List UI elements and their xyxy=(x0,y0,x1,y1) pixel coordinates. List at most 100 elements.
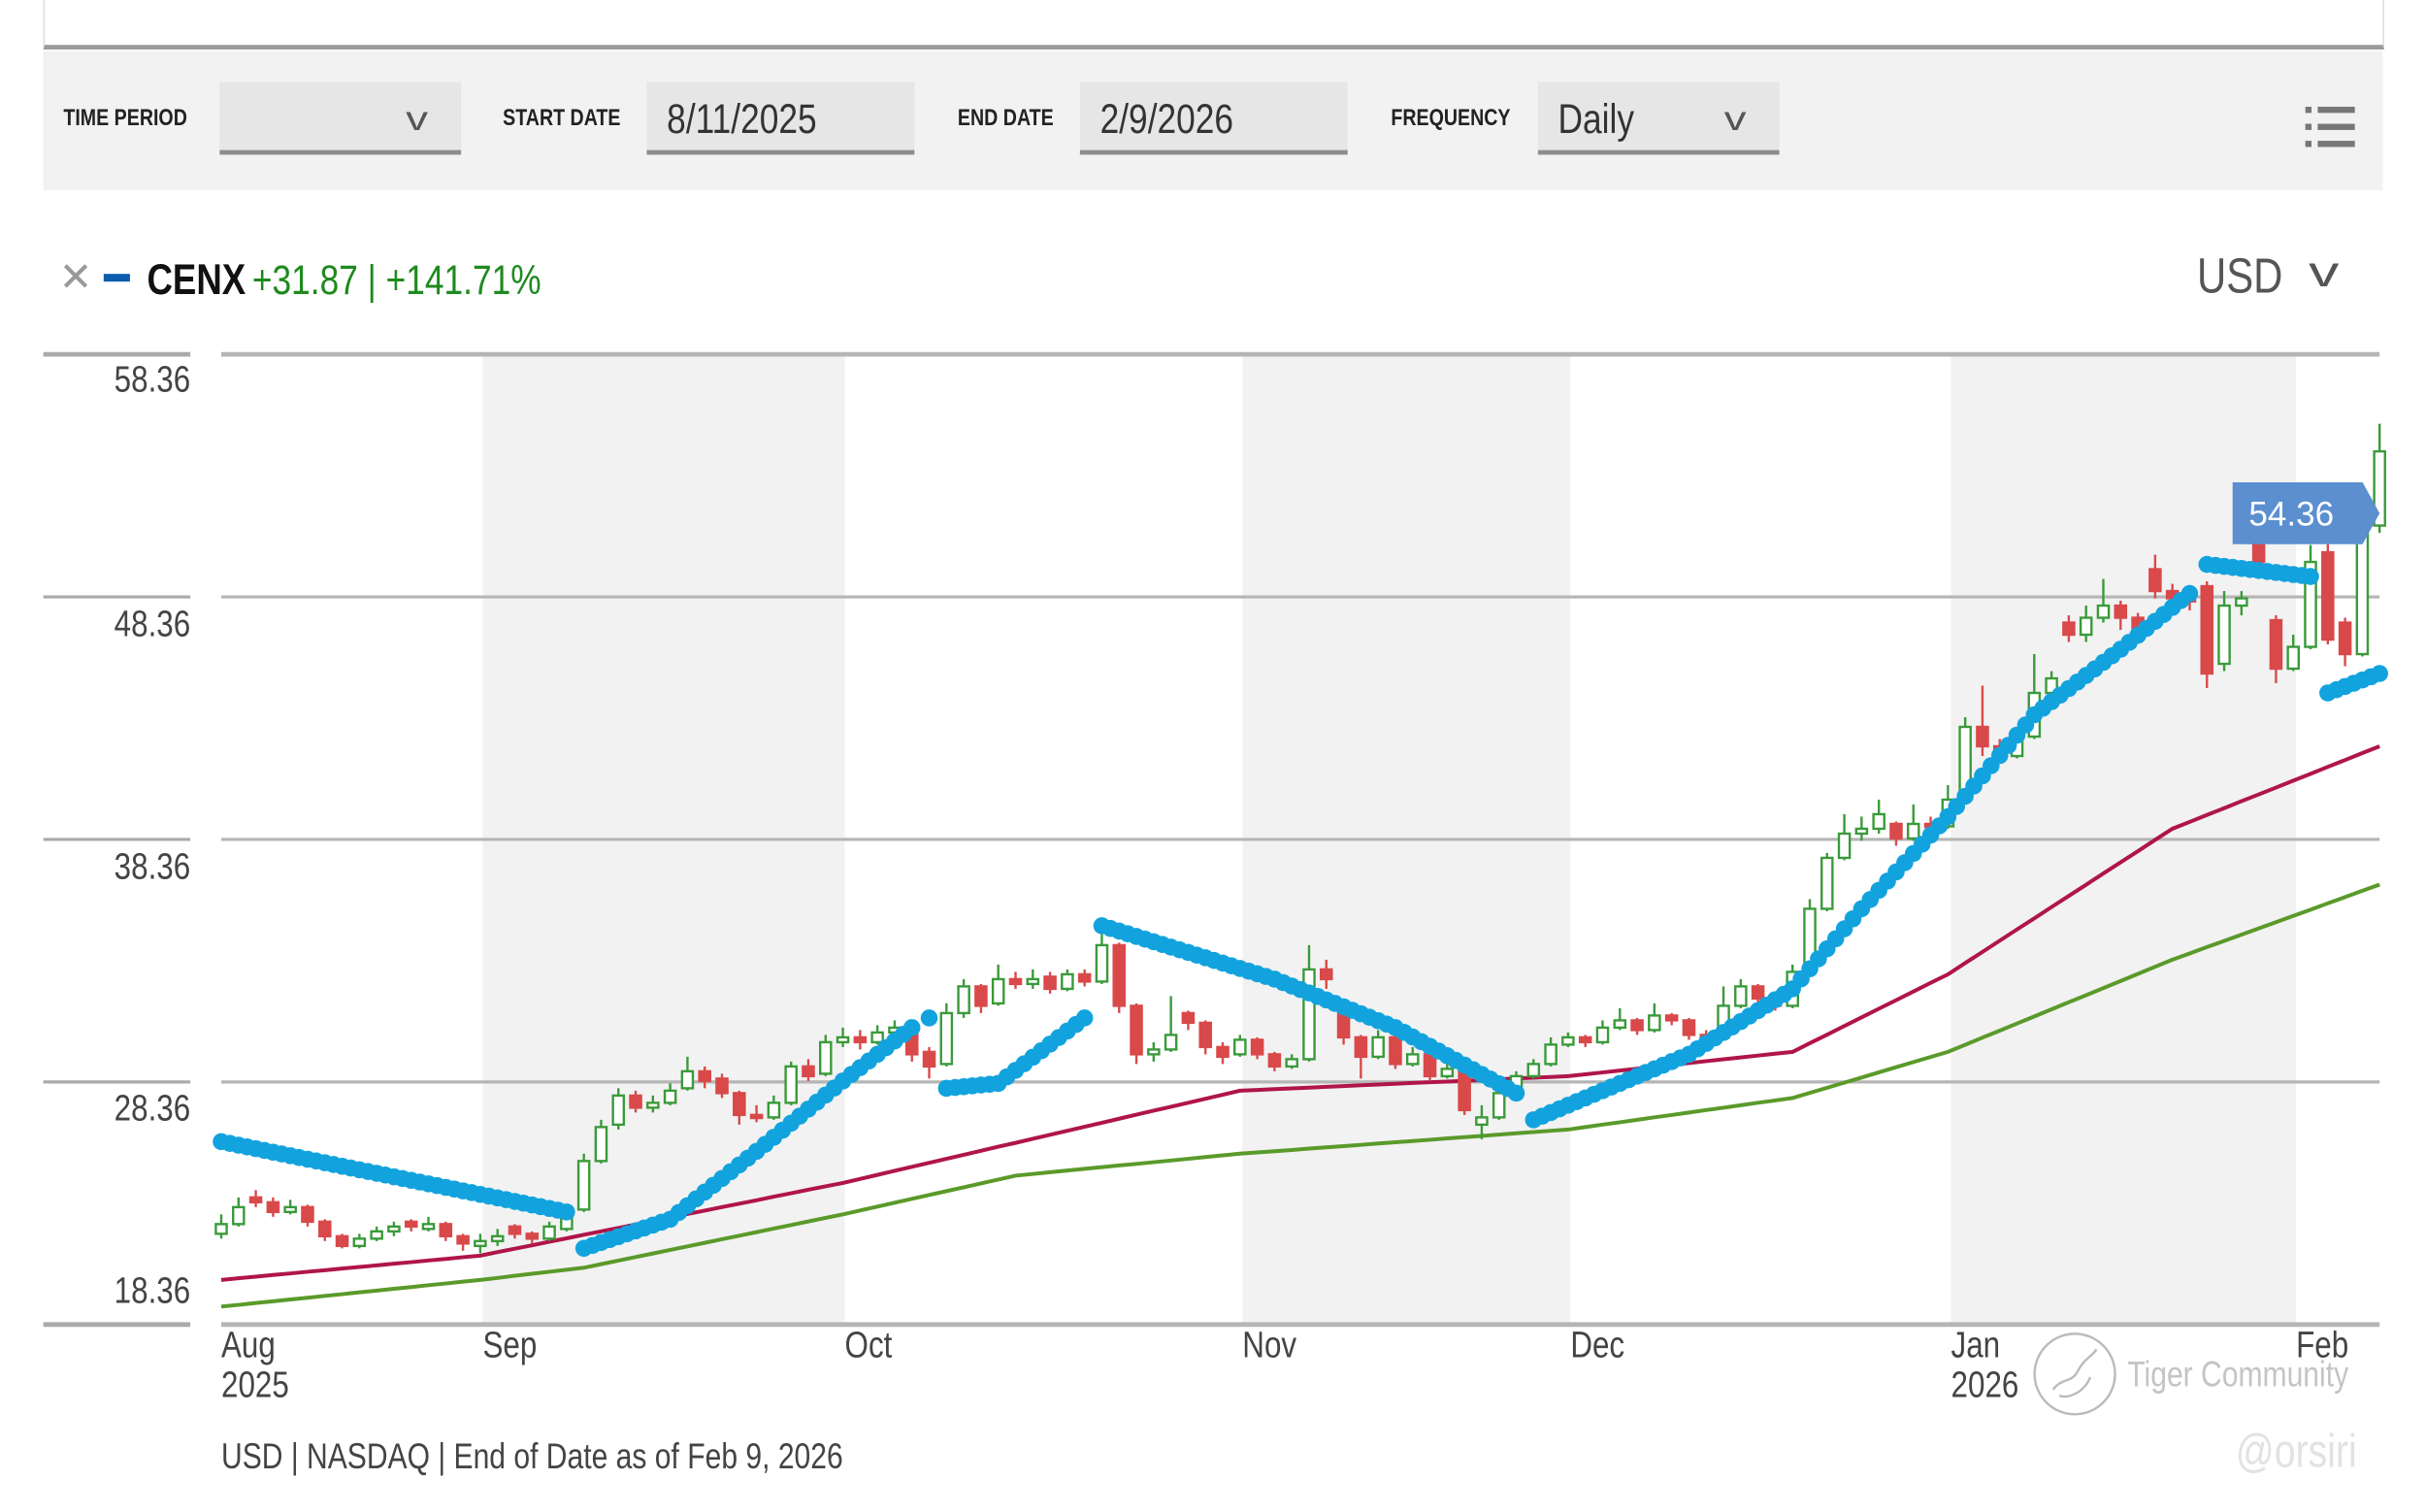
candle xyxy=(1130,1003,1143,1065)
list-icon[interactable] xyxy=(2305,105,2355,148)
candle-body xyxy=(301,1205,314,1224)
candle xyxy=(1285,1054,1298,1069)
x-tick-label: Jan 2026 xyxy=(1951,1324,2019,1407)
candle-body xyxy=(232,1205,246,1226)
candle xyxy=(1889,821,1903,846)
close-icon[interactable]: ✕ xyxy=(58,253,93,301)
candle xyxy=(1077,969,1092,987)
candle-body xyxy=(1061,972,1074,991)
moving-average-short-line xyxy=(220,744,2380,1282)
candle-body xyxy=(1889,822,1903,840)
candle-body xyxy=(1475,1116,1489,1127)
candle xyxy=(1630,1017,1644,1035)
candle-body xyxy=(957,985,970,1015)
candle-body xyxy=(2269,618,2283,671)
candle-body xyxy=(439,1223,453,1238)
candle xyxy=(2062,615,2076,642)
sar-dot xyxy=(2371,665,2388,682)
candle xyxy=(629,1090,642,1113)
start-date-input[interactable]: 8/11/2025 xyxy=(646,82,915,155)
candle xyxy=(266,1197,280,1217)
candle-body xyxy=(1147,1048,1161,1056)
candle-body xyxy=(1077,972,1092,983)
candle xyxy=(404,1219,418,1232)
x-tick-label: Feb xyxy=(2296,1324,2349,1366)
candle-body xyxy=(1648,1014,1661,1032)
candle-body xyxy=(1595,1026,1610,1044)
candle xyxy=(1008,971,1023,989)
candle-body xyxy=(2096,604,2111,619)
candle xyxy=(542,1221,556,1241)
candle xyxy=(1233,1035,1247,1057)
candle-body xyxy=(1664,1014,1679,1022)
candle xyxy=(2373,423,2386,534)
end-date-input[interactable]: 2/9/2026 xyxy=(1079,82,1348,155)
candle xyxy=(2235,591,2248,616)
candle-body xyxy=(576,1160,591,1211)
candle-body xyxy=(853,1035,868,1044)
candle xyxy=(1578,1035,1592,1047)
candle-body xyxy=(939,1011,954,1066)
candle xyxy=(939,1003,954,1067)
time-period-select[interactable]: v xyxy=(219,82,462,155)
frequency-value: Daily xyxy=(1557,95,1635,143)
candle-body xyxy=(1578,1035,1592,1044)
candle xyxy=(870,1025,884,1045)
candle xyxy=(525,1231,540,1244)
candle-body xyxy=(1854,827,1869,836)
candle-body xyxy=(2148,568,2162,593)
candle xyxy=(646,1095,660,1113)
candle xyxy=(439,1221,453,1241)
candle xyxy=(611,1088,626,1130)
price-change: +31.87 | +141.71% xyxy=(251,256,541,304)
candle xyxy=(1734,978,1748,1008)
candle-body xyxy=(1526,1063,1541,1078)
candle-body xyxy=(1440,1068,1455,1078)
candle xyxy=(1820,852,1834,911)
candle-body xyxy=(1267,1053,1282,1068)
candle xyxy=(1682,1017,1696,1040)
currency-select[interactable]: USD xyxy=(2197,247,2283,304)
candle-body xyxy=(2338,621,2352,656)
end-date-value: 2/9/2026 xyxy=(1099,95,1234,143)
candle-body xyxy=(1250,1038,1264,1056)
chevron-down-icon[interactable]: v xyxy=(2309,247,2340,296)
last-price-tag xyxy=(2232,481,2380,544)
sar-dot xyxy=(920,1009,938,1027)
candle xyxy=(1526,1059,1541,1079)
candle-body xyxy=(1561,1035,1575,1046)
candle xyxy=(733,1090,746,1125)
frequency-select[interactable]: Daily v xyxy=(1537,82,1780,155)
candle xyxy=(1267,1051,1282,1071)
candle-body xyxy=(335,1234,349,1248)
candle xyxy=(1405,1046,1420,1067)
candle xyxy=(1320,959,1333,989)
candle-body xyxy=(1164,1034,1178,1051)
watermark-brand: Tiger Community xyxy=(2127,1354,2349,1395)
candle-body xyxy=(1320,968,1333,981)
candle-body xyxy=(2235,597,2248,608)
candle-body xyxy=(922,1050,936,1068)
candle-body xyxy=(1906,822,1920,840)
x-tick-label: Nov xyxy=(1242,1324,1297,1366)
candle xyxy=(1544,1036,1557,1067)
candle xyxy=(1112,942,1127,1013)
sar-dot xyxy=(2302,568,2319,585)
candle-body xyxy=(1198,1021,1213,1049)
candle xyxy=(232,1197,246,1227)
candle-body xyxy=(1181,1011,1196,1025)
candle-body xyxy=(317,1220,332,1238)
candle-body xyxy=(1613,1019,1627,1030)
candle-body xyxy=(698,1069,711,1083)
candle xyxy=(1854,816,1869,841)
candle xyxy=(1613,1007,1627,1031)
chart-footer: USD | NASDAQ | End of Date as of Feb 9, … xyxy=(220,1435,843,1477)
candle-body xyxy=(1285,1058,1298,1068)
candle xyxy=(2321,542,2335,645)
sar-dot xyxy=(1507,1084,1525,1102)
candle xyxy=(1664,1012,1679,1026)
candle-body xyxy=(1112,943,1127,1007)
x-tick-label: Dec xyxy=(1570,1324,1625,1366)
candle xyxy=(1147,1041,1161,1062)
